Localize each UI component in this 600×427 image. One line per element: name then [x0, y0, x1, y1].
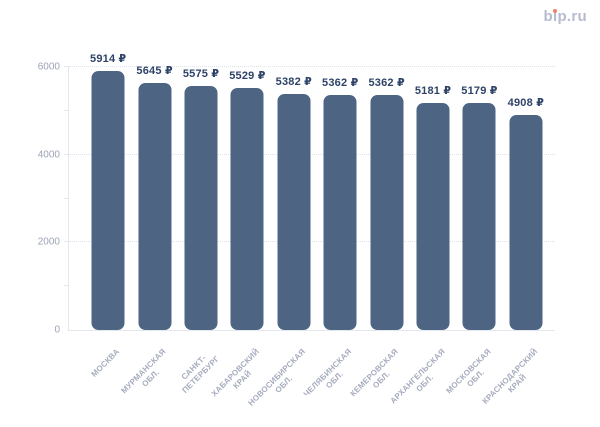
- bar-column: 5645 ₽: [131, 64, 177, 330]
- bar[interactable]: [370, 94, 404, 330]
- bar-value-label: 5645 ₽: [136, 64, 173, 77]
- gridline-6000: [69, 66, 555, 67]
- bar-column: 5914 ₽: [85, 53, 131, 330]
- y-axis-label: 6000: [37, 61, 60, 73]
- bar-column: 5179 ₽: [456, 67, 502, 330]
- x-label-cell: МУРМАНСКАЯ ОБЛ.: [120, 338, 177, 426]
- y-tick-4000: [64, 153, 69, 155]
- y-axis-label: 4000: [37, 149, 60, 161]
- y-tick-3000: [64, 197, 69, 199]
- bar[interactable]: [91, 70, 125, 330]
- bar[interactable]: [509, 114, 543, 330]
- x-label-cell: АРХАНГЕЛЬСКАЯ ОБЛ.: [388, 338, 456, 426]
- bar-value-label: 5529 ₽: [229, 69, 266, 82]
- y-tick-6000: [64, 66, 69, 67]
- bar-value-label: 5362 ₽: [368, 76, 405, 89]
- bar-column: 5181 ₽: [410, 67, 456, 330]
- gridline-4000: [69, 153, 555, 155]
- bar-value-label: 5181 ₽: [414, 84, 452, 97]
- y-axis-label: 2000: [37, 236, 60, 248]
- bar-column: 5529 ₽: [224, 67, 270, 330]
- bar-column: 5362 ₽: [363, 67, 409, 330]
- bar-value-label: 5914 ₽: [90, 52, 127, 65]
- x-axis-label: МОСКВА: [89, 347, 122, 379]
- site-logo-text: bip.ru: [543, 8, 587, 25]
- bar-value-label: 5575 ₽: [182, 67, 220, 80]
- logo-i-dot: i: [552, 8, 558, 25]
- x-label-cell: ЧЕЛЯБИНСКАЯ ОБЛ.: [302, 338, 363, 426]
- bar-column: 4908 ₽: [503, 67, 549, 330]
- bar-value-label: 5179 ₽: [461, 85, 498, 97]
- x-label-cell: МОСКОВСКАЯ ОБЛ.: [444, 338, 502, 426]
- site-logo[interactable]: bip.ru: [544, 8, 587, 25]
- bars-row: 5914 ₽ 5645 ₽ 5575 ₽ 5529 ₽ 5382 ₽ 5362 …: [69, 53, 555, 330]
- x-axis-labels-row: МОСКВА МУРМАНСКАЯ ОБЛ. САНКТ- ПЕТЕРБУРГ …: [69, 338, 555, 426]
- bar[interactable]: [416, 102, 450, 330]
- bar-column: 5382 ₽: [271, 67, 317, 330]
- bar[interactable]: [230, 87, 264, 330]
- x-label-cell: ХАБАРОВСКИЙ КРАЙ: [209, 338, 270, 426]
- bar[interactable]: [138, 82, 172, 330]
- chart-plot-area: 0 2000 4000 6000 5914 ₽ 5645 ₽ 5575 ₽ 5529 …: [38, 53, 555, 408]
- bar-value-label: 4908 ₽: [507, 96, 545, 109]
- gridline-2000: [69, 241, 555, 243]
- bar[interactable]: [323, 94, 357, 330]
- bar-column: 5362 ₽: [317, 67, 363, 330]
- bar-column: 5575 ₽: [178, 67, 224, 330]
- bar-value-label: 5382 ₽: [275, 76, 313, 89]
- bar[interactable]: [277, 94, 311, 330]
- y-tick-2000: [64, 241, 69, 243]
- x-label-cell: КРАСНОДАРСКИЙ КРАЙ: [480, 338, 549, 426]
- y-tick-1000: [64, 285, 69, 287]
- y-tick-5000: [64, 109, 69, 111]
- bar-value-label: 5362 ₽: [322, 76, 359, 89]
- y-axis-label: 0: [54, 324, 60, 336]
- bar[interactable]: [462, 103, 496, 330]
- bar[interactable]: [184, 85, 218, 330]
- x-label-cell: САНКТ- ПЕТЕРБУРГ: [178, 338, 224, 426]
